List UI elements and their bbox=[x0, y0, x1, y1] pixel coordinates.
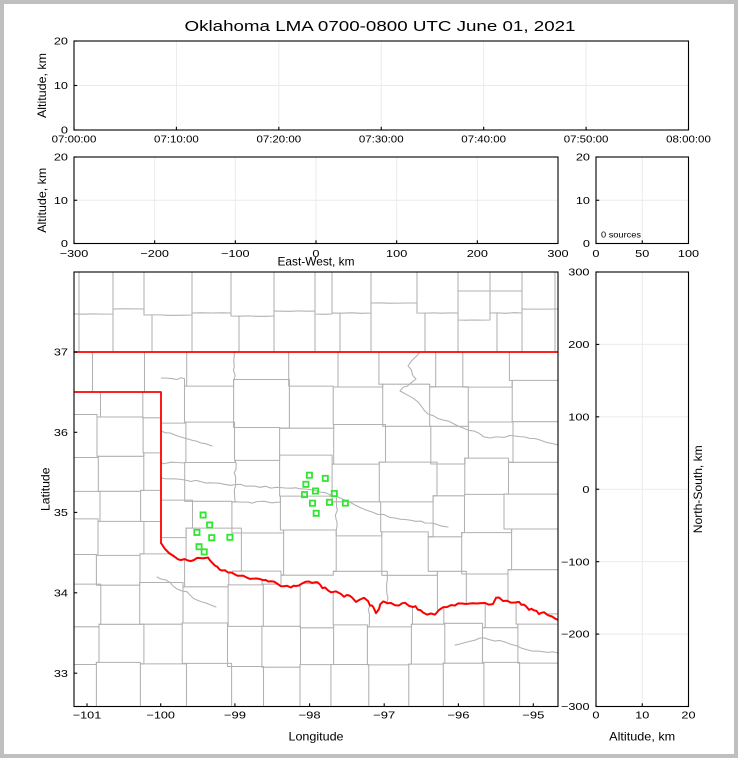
svg-text:North-South, km: North-South, km bbox=[691, 445, 705, 533]
svg-text:−200: −200 bbox=[140, 249, 169, 260]
svg-text:0: 0 bbox=[582, 485, 589, 496]
svg-text:−100: −100 bbox=[146, 711, 175, 722]
svg-text:07:20:00: 07:20:00 bbox=[256, 134, 301, 145]
svg-text:−100: −100 bbox=[561, 557, 590, 568]
svg-text:100: 100 bbox=[386, 249, 408, 260]
svg-text:−97: −97 bbox=[373, 711, 395, 722]
svg-text:−96: −96 bbox=[447, 711, 469, 722]
svg-text:Altitude, km: Altitude, km bbox=[609, 730, 675, 744]
svg-text:−200: −200 bbox=[561, 630, 590, 641]
svg-text:200: 200 bbox=[568, 340, 590, 351]
svg-text:Longitude: Longitude bbox=[289, 730, 344, 744]
svg-text:07:30:00: 07:30:00 bbox=[359, 134, 404, 145]
svg-text:36: 36 bbox=[54, 428, 68, 439]
svg-text:0: 0 bbox=[592, 711, 599, 722]
svg-text:−98: −98 bbox=[299, 711, 321, 722]
svg-text:34: 34 bbox=[54, 588, 68, 599]
svg-text:Oklahoma LMA 0700-0800 UTC Jun: Oklahoma LMA 0700-0800 UTC June 01, 2021 bbox=[185, 18, 576, 35]
svg-text:200: 200 bbox=[467, 249, 489, 260]
svg-text:0: 0 bbox=[312, 249, 319, 260]
svg-text:07:40:00: 07:40:00 bbox=[461, 134, 506, 145]
svg-text:20: 20 bbox=[681, 711, 695, 722]
svg-text:08:00:00: 08:00:00 bbox=[666, 134, 711, 145]
svg-text:0: 0 bbox=[61, 239, 68, 250]
svg-text:10: 10 bbox=[635, 711, 649, 722]
svg-text:300: 300 bbox=[568, 268, 590, 279]
svg-text:33: 33 bbox=[54, 669, 68, 680]
svg-text:−99: −99 bbox=[224, 711, 246, 722]
svg-text:−100: −100 bbox=[221, 249, 250, 260]
svg-text:07:50:00: 07:50:00 bbox=[564, 134, 609, 145]
svg-text:−101: −101 bbox=[73, 711, 102, 722]
svg-text:10: 10 bbox=[54, 196, 68, 207]
svg-text:0: 0 bbox=[61, 126, 68, 137]
svg-text:0: 0 bbox=[592, 249, 599, 260]
svg-text:0 sources: 0 sources bbox=[601, 231, 641, 240]
svg-text:Altitude, km: Altitude, km bbox=[35, 168, 49, 233]
svg-text:East-West, km: East-West, km bbox=[278, 255, 355, 269]
svg-text:100: 100 bbox=[678, 249, 700, 260]
svg-text:100: 100 bbox=[568, 412, 590, 423]
svg-text:300: 300 bbox=[547, 249, 569, 260]
svg-text:20: 20 bbox=[576, 153, 590, 164]
svg-text:07:10:00: 07:10:00 bbox=[154, 134, 199, 145]
svg-text:10: 10 bbox=[54, 81, 68, 92]
svg-text:20: 20 bbox=[54, 37, 68, 48]
svg-text:0: 0 bbox=[583, 239, 590, 250]
svg-text:10: 10 bbox=[576, 196, 590, 207]
svg-text:35: 35 bbox=[54, 508, 68, 519]
svg-text:Latitude: Latitude bbox=[39, 467, 53, 511]
svg-text:−95: −95 bbox=[522, 711, 544, 722]
svg-text:Altitude, km: Altitude, km bbox=[35, 53, 49, 118]
svg-text:−300: −300 bbox=[60, 249, 89, 260]
svg-text:37: 37 bbox=[54, 348, 68, 359]
svg-text:20: 20 bbox=[54, 153, 68, 164]
svg-text:07:00:00: 07:00:00 bbox=[52, 134, 97, 145]
svg-text:−300: −300 bbox=[561, 702, 590, 713]
svg-text:50: 50 bbox=[635, 249, 649, 260]
